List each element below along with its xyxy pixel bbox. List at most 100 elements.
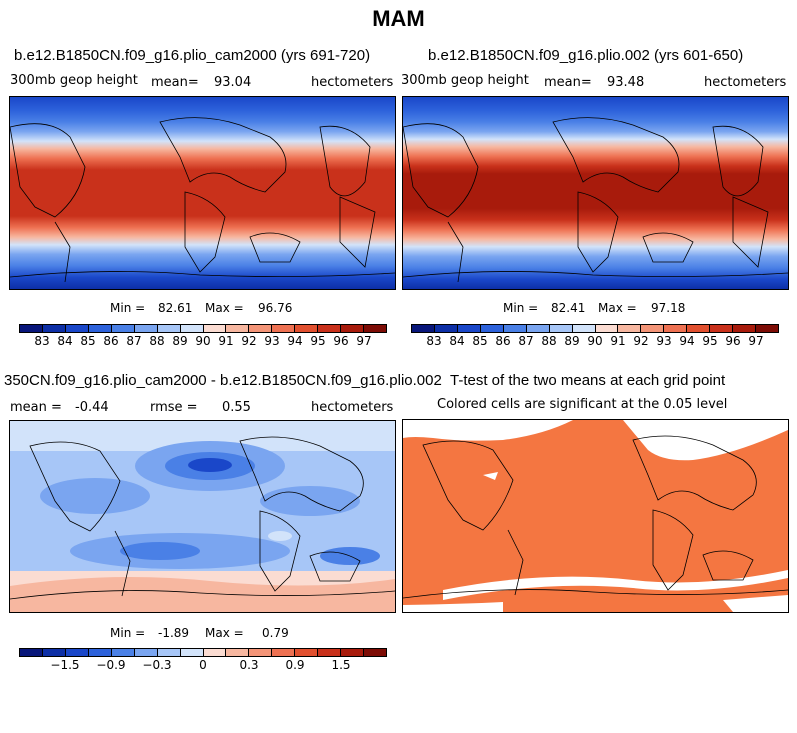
colorbar-swatch xyxy=(249,649,273,656)
colorbar-top-left xyxy=(19,324,387,333)
bottom-left-title: 350CN.f09_g16.plio_cam2000 - b.e12.B1850… xyxy=(4,372,442,389)
colorbar-tick-label: 84 xyxy=(449,334,465,348)
top-left-variable: 300mb geop height xyxy=(10,73,138,88)
colorbar-tick-label: 97 xyxy=(356,334,372,348)
colorbar-swatch xyxy=(480,325,504,332)
colorbar-swatch xyxy=(318,649,342,656)
map-panel-experiment xyxy=(402,96,789,290)
bottom-right-title: T-test of the two means at each grid poi… xyxy=(450,372,726,389)
colorbar-swatch xyxy=(272,325,296,332)
colorbar-swatch xyxy=(65,649,89,656)
colorbar-tick-label: 91 xyxy=(610,334,626,348)
colorbar-swatch xyxy=(111,325,135,332)
colorbar-tick-label: 83 xyxy=(426,334,442,348)
colorbar-swatch xyxy=(526,325,550,332)
colorbar-swatch xyxy=(641,325,665,332)
colorbar-swatch xyxy=(20,325,43,332)
bottom-right-subtitle: Colored cells are significant at the 0.0… xyxy=(437,397,728,412)
map-difference-svg xyxy=(10,421,395,612)
colorbar-swatch xyxy=(65,325,89,332)
season-title: MAM xyxy=(372,6,425,31)
colorbar-swatch xyxy=(756,325,778,332)
colorbar-tick-label: 92 xyxy=(241,334,257,348)
bottom-left-min-value: -1.89 xyxy=(158,626,190,640)
colorbar-swatch xyxy=(412,325,435,332)
bottom-left-max-value: 0.79 xyxy=(262,626,289,640)
colorbar-tick-label: 87 xyxy=(126,334,142,348)
colorbar-swatch xyxy=(664,325,688,332)
bottom-left-rmse-value: 0.55 xyxy=(222,400,251,415)
coastlines xyxy=(403,435,788,599)
colorbar-tick-label: 84 xyxy=(57,334,73,348)
coastlines xyxy=(10,117,395,283)
colorbar-tick-label: 85 xyxy=(80,334,96,348)
map-control-svg xyxy=(10,97,395,289)
bottom-left-units: hectometers xyxy=(311,400,394,415)
top-right-max-label: Max = xyxy=(598,301,637,315)
colorbar-swatch xyxy=(157,649,181,656)
colorbar-swatch xyxy=(134,325,158,332)
colorbar-swatch xyxy=(203,325,227,332)
colorbar-swatch xyxy=(157,325,181,332)
colorbar-tick-label: 97 xyxy=(748,334,764,348)
top-left-min-value: 82.61 xyxy=(158,301,193,315)
top-right-title: b.e12.B1850CN.f09_g16.plio.002 (yrs 601-… xyxy=(428,47,744,64)
colorbar-tick-label: 96 xyxy=(333,334,349,348)
colorbar-swatch xyxy=(318,325,342,332)
colorbar-tick-label: 88 xyxy=(541,334,557,348)
colorbar-tick-label: 89 xyxy=(564,334,580,348)
colorbar-swatch xyxy=(226,325,250,332)
colorbar-swatch xyxy=(20,649,43,656)
map-panel-control xyxy=(9,96,396,290)
colorbar-tick-label: 94 xyxy=(679,334,695,348)
top-right-units: hectometers xyxy=(704,75,787,90)
colorbar-swatch xyxy=(42,649,66,656)
bottom-left-max-label: Max = xyxy=(205,626,244,640)
colorbar-tick-label: 86 xyxy=(495,334,511,348)
colorbar-tick-label: 95 xyxy=(310,334,326,348)
colorbar-difference xyxy=(19,648,387,657)
top-left-units: hectometers xyxy=(311,75,394,90)
map-ttest-svg xyxy=(403,420,788,612)
colorbar-swatch xyxy=(595,325,619,332)
map-panel-difference xyxy=(9,420,396,613)
bottom-left-mean-label: mean = xyxy=(10,400,62,415)
colorbar-swatch xyxy=(203,649,227,656)
colorbar-swatch xyxy=(687,325,711,332)
top-right-min-label: Min = xyxy=(503,301,539,315)
colorbar-top-left-labels: 83 84 85 86 87 88 89 90 91 92 93 94 95 96 97 xyxy=(19,334,387,350)
colorbar-tick-label: 85 xyxy=(472,334,488,348)
colorbar-tick-label: 94 xyxy=(287,334,303,348)
colorbar-tick-label: 0.3 xyxy=(239,658,259,672)
height-field xyxy=(403,97,788,289)
colorbar-swatch xyxy=(295,325,319,332)
colorbar-swatch xyxy=(710,325,734,332)
colorbar-swatch xyxy=(572,325,596,332)
colorbar-tick-label: 96 xyxy=(725,334,741,348)
colorbar-tick-label: 86 xyxy=(103,334,119,348)
colorbar-tick-label: 88 xyxy=(149,334,165,348)
colorbar-tick-label: 90 xyxy=(587,334,603,348)
colorbar-tick-label: 1.5 xyxy=(331,658,351,672)
top-right-min-value: 82.41 xyxy=(551,301,586,315)
colorbar-swatch xyxy=(733,325,757,332)
coastlines xyxy=(403,117,788,283)
top-left-title: b.e12.B1850CN.f09_g16.plio_cam2000 (yrs … xyxy=(14,47,371,64)
colorbar-swatch xyxy=(180,325,204,332)
colorbar-tick-label: −0.3 xyxy=(142,658,172,672)
map-panel-ttest xyxy=(402,419,789,613)
colorbar-swatch xyxy=(88,325,112,332)
colorbar-swatch xyxy=(180,649,204,656)
colorbar-swatch xyxy=(457,325,481,332)
colorbar-difference-labels: −1.5 −0.9 −0.3 0 0.3 0.9 1.5 xyxy=(19,658,387,674)
colorbar-tick-label: 93 xyxy=(656,334,672,348)
colorbar-tick-label: 87 xyxy=(518,334,534,348)
colorbar-swatch xyxy=(295,649,319,656)
colorbar-swatch xyxy=(341,325,365,332)
top-left-mean-label: mean= xyxy=(151,75,199,90)
colorbar-swatch xyxy=(42,325,66,332)
colorbar-swatch xyxy=(88,649,112,656)
bottom-left-mean-value: -0.44 xyxy=(75,400,109,415)
colorbar-top-right xyxy=(411,324,779,333)
colorbar-tick-label: 93 xyxy=(264,334,280,348)
